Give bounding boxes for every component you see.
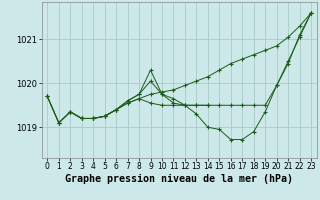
X-axis label: Graphe pression niveau de la mer (hPa): Graphe pression niveau de la mer (hPa) xyxy=(65,174,293,184)
